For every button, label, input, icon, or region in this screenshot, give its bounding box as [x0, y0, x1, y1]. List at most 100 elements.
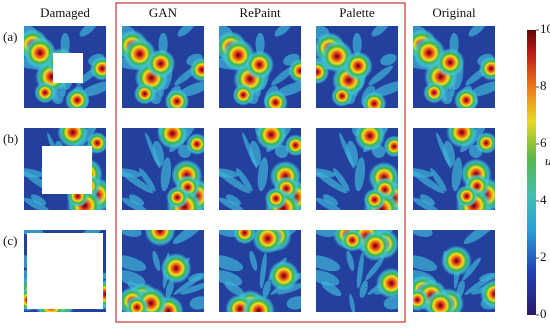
vortex: [89, 56, 106, 81]
vortex: [331, 85, 353, 107]
colorbar-tick-label: 0: [540, 306, 547, 321]
colorbar-axis: 0 2 4 6 8 10: [536, 21, 550, 321]
swirl: [180, 282, 204, 295]
swirl: [316, 270, 340, 286]
swirl: [122, 270, 146, 286]
field-panel: [413, 128, 495, 210]
swirl: [274, 26, 292, 37]
swirl: [24, 197, 50, 210]
swirl: [160, 157, 172, 192]
field-panel: [122, 230, 204, 312]
vortex: [446, 128, 478, 149]
vortex: [233, 230, 257, 245]
swirl: [79, 26, 97, 37]
swirl: [249, 250, 258, 271]
colorbar-tick-label: 10: [540, 21, 550, 36]
swirl: [413, 197, 439, 210]
vortex: [164, 89, 190, 108]
field-panel: [316, 26, 398, 108]
column-title: GAN: [149, 5, 178, 20]
colorbar-tick-label: 2: [540, 249, 547, 264]
swirl: [139, 168, 156, 192]
colorbar-tick-label: 8: [540, 78, 547, 93]
vortex: [478, 56, 495, 81]
vortex: [156, 128, 189, 150]
vortex: [375, 267, 398, 299]
swirl: [145, 132, 161, 169]
swirl: [219, 171, 251, 194]
row-label: (b): [3, 131, 18, 146]
vortex: [255, 128, 287, 151]
swirl: [413, 230, 433, 238]
swirl: [165, 280, 174, 298]
swirl: [413, 171, 445, 194]
vortex: [252, 230, 284, 254]
swirl: [152, 250, 161, 271]
swirl: [469, 81, 495, 97]
vortex: [244, 50, 275, 80]
field-panel: [24, 128, 106, 210]
vortex: [413, 288, 429, 312]
vortex: [146, 48, 176, 79]
vortex: [363, 188, 386, 210]
swirl: [178, 81, 204, 97]
swirl: [430, 168, 447, 192]
vortex: [361, 91, 387, 108]
vortex: [125, 295, 149, 312]
swirl: [219, 197, 245, 210]
swirl: [419, 194, 436, 206]
mask-region: [53, 53, 83, 83]
vortex: [144, 230, 176, 247]
row-label: (c): [3, 233, 17, 248]
swirl: [413, 255, 438, 272]
swirl: [259, 252, 267, 289]
vortex: [284, 134, 301, 157]
row-label: (a): [3, 29, 17, 44]
swirl: [236, 168, 253, 192]
field-panel: [316, 128, 398, 210]
colorbar-label: u: [545, 153, 550, 168]
swirl: [189, 296, 204, 310]
swirl: [122, 255, 147, 272]
vortex: [232, 84, 255, 106]
mask-region: [42, 146, 92, 194]
vortex: [440, 245, 472, 277]
swirl: [225, 194, 242, 206]
swirl: [255, 32, 265, 56]
field-panel: [24, 26, 106, 108]
vortex: [268, 260, 300, 292]
mask-region: [27, 233, 103, 309]
vortex: [57, 128, 89, 149]
vortex: [354, 128, 386, 152]
column-title: RePaint: [239, 5, 281, 20]
swirl: [128, 194, 145, 206]
colorbar-tick-label: 4: [540, 192, 547, 207]
vortex: [475, 132, 495, 154]
swirl: [242, 132, 258, 169]
swirl: [275, 81, 301, 97]
field-panel: [24, 230, 106, 312]
swirl: [365, 257, 384, 281]
swirl: [316, 197, 342, 210]
vortex: [383, 135, 398, 158]
column-title: Original: [432, 5, 476, 20]
vortex: [479, 279, 495, 309]
swirl: [322, 194, 339, 206]
vortex: [343, 51, 373, 81]
colorbar: [527, 30, 536, 315]
field-panel: [122, 128, 204, 210]
swirl: [224, 281, 245, 297]
swirl: [172, 230, 204, 245]
swirl: [177, 26, 195, 37]
swirl: [262, 280, 271, 298]
vortex: [359, 230, 391, 262]
vortex: [454, 87, 479, 108]
swirl: [346, 250, 355, 271]
swirl: [321, 281, 342, 297]
swirl: [463, 230, 495, 245]
swirl: [349, 293, 356, 312]
panel-grid: [24, 26, 495, 312]
swirl: [219, 230, 239, 238]
column-title: Damaged: [40, 5, 90, 20]
